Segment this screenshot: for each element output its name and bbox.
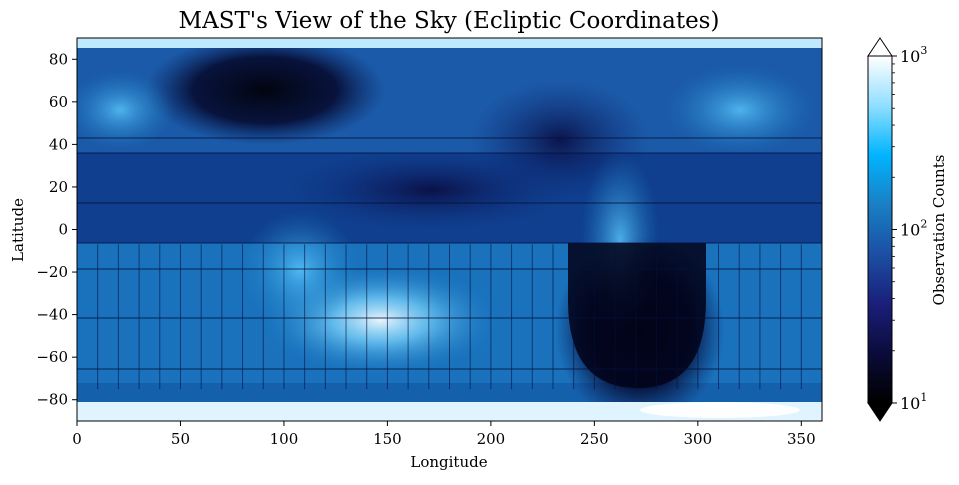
x-tick-label: 150 [373,430,402,448]
y-tick-label: 40 [49,135,68,153]
y-axis-ticks: −80 −60 −40 −20 0 20 40 60 80 [36,50,77,409]
x-tick-label: 200 [477,430,506,448]
y-tick-label: −60 [36,348,68,366]
x-axis-label: Longitude [410,453,487,471]
chart-title: MAST's View of the Sky (Ecliptic Coordin… [179,8,720,34]
y-tick-label: 80 [49,50,68,68]
y-tick-label: 60 [49,93,68,111]
y-tick-label: 20 [49,178,68,196]
y-axis-label: Latitude [9,198,27,262]
colorbar-tick-label: 103 [900,44,927,66]
colorbar: 101 102 103 Observation Counts [867,37,948,422]
x-tick-label: 50 [171,430,190,448]
y-tick-label: −40 [36,306,68,324]
colorbar-extend-max [867,37,893,57]
colorbar-extend-min [867,402,893,422]
x-tick-label: 100 [270,430,299,448]
colorbar-gradient [867,55,893,404]
x-tick-label: 0 [72,430,82,448]
colorbar-tick-label: 102 [900,218,927,240]
colorbar-ticks: 101 102 103 [892,44,927,413]
x-tick-label: 300 [684,430,713,448]
y-tick-label: −80 [36,391,68,409]
colorbar-tick-label: 101 [900,391,927,413]
heatmap-image [77,38,822,421]
x-tick-label: 250 [580,430,609,448]
colorbar-label: Observation Counts [930,155,948,306]
y-tick-label: 0 [58,221,68,239]
y-tick-label: −20 [36,263,68,281]
x-tick-label: 350 [787,430,816,448]
x-axis-ticks: 0 50 100 150 200 250 300 350 [72,421,816,448]
